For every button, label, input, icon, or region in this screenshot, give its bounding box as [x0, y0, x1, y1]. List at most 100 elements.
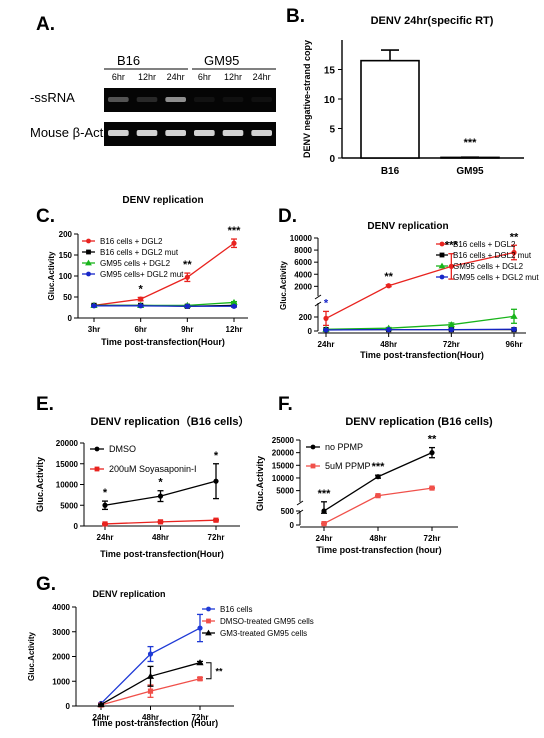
x-tick-label: 72hr [208, 533, 225, 542]
x-axis-title: Time post-transfection(Hour) [100, 549, 224, 559]
gel-band-ssrna [251, 97, 272, 102]
legend-marker [439, 252, 445, 258]
chart-g: DENV replication 0 1000 2000 3000 4000 24hr 48h… [27, 589, 314, 728]
y-tick-label: 500 [281, 507, 295, 516]
data-point [323, 327, 329, 333]
y-tick-label: 6000 [294, 258, 312, 267]
significance-marker: ** [183, 259, 192, 271]
gel-lane-label: 6hr [112, 72, 125, 82]
y-tick-label: 3000 [52, 628, 70, 637]
y-tick-label: 10000 [56, 481, 79, 490]
gel-band-actin [194, 130, 215, 136]
gel-strip-actin [104, 122, 276, 146]
legend-marker [438, 262, 446, 269]
chart-f: DENV replication (B16 cells) 0 500 5000 1000… [255, 416, 493, 555]
chart-title: DENV replication [367, 221, 448, 232]
legend-label: 200uM Soyasaponin-I [109, 464, 197, 474]
significance-marker: *** [228, 225, 242, 237]
x-axis-title: Time post-transfection (hour) [316, 545, 441, 555]
legend-label: 5uM PPMP [325, 461, 371, 471]
y-tick-label: 200 [299, 313, 313, 322]
series-line-2 [325, 315, 515, 330]
legend-label: no PPMP [325, 442, 363, 452]
legend-marker [86, 238, 91, 244]
legend-label: B16 cells [220, 605, 252, 614]
data-point [375, 474, 381, 480]
gel-group-label-b16: B16 [117, 53, 140, 68]
significance-marker: ** [428, 434, 437, 446]
gel-lane-label: 24hr [167, 72, 185, 82]
significance-marker: * [139, 283, 144, 295]
bar-b16 [360, 59, 420, 159]
axis-break-mark [314, 301, 322, 307]
chart-e: DENV replication（B16 cells） 0 5000 10000 150… [35, 415, 249, 559]
gel-lane-label: 12hr [138, 72, 156, 82]
y-tick-label: 15 [324, 66, 336, 77]
y-axis-title: Gluc.Activity [47, 251, 56, 300]
chart-d: DENV replication 0 200 2000 4000 6000 8000 1000… [279, 221, 539, 360]
data-point [146, 672, 155, 679]
legend-marker [86, 271, 91, 277]
legend-label: GM95 cells+ DGL2 mut [100, 270, 184, 279]
y-tick-label: 0 [68, 314, 73, 323]
chart-b: DENV 24hr(specific RT) 0 5 10 15 DENV negativ… [302, 15, 524, 177]
data-point [197, 625, 203, 631]
y-tick-label: 0 [329, 154, 335, 165]
y-tick-label: 150 [59, 251, 73, 260]
x-tick-label: 48hr [380, 340, 397, 349]
significance-marker: * [324, 297, 329, 309]
chart-title: DENV replication [92, 589, 165, 599]
data-point [321, 521, 327, 527]
significance-marker: * [103, 487, 108, 499]
x-axis-title: Time post-transfection(Hour) [101, 337, 225, 347]
axis-break-mark [296, 500, 304, 506]
significance-marker: ** [384, 271, 393, 283]
legend-label: B16 cells + DGL2 [453, 240, 516, 249]
x-tick-label: 3hr [88, 325, 100, 334]
y-tick-label: 15000 [272, 461, 295, 470]
gel-lane-label: 24hr [253, 72, 271, 82]
gel-band-actin [251, 130, 272, 136]
data-point [230, 298, 238, 306]
data-point [448, 327, 454, 333]
y-tick-label: 200 [59, 230, 73, 239]
significance-bracket [206, 662, 212, 680]
data-point [231, 303, 237, 309]
data-point [184, 274, 190, 280]
x-axis-title: Time post-transfection(Hour) [360, 350, 484, 360]
x-tick-label: B16 [381, 166, 400, 177]
gel-band-ssrna [194, 97, 215, 102]
panel-letter-e: E. [36, 394, 54, 415]
significance-marker: ** [215, 667, 223, 677]
data-point [213, 517, 219, 523]
y-tick-label: 5000 [60, 501, 78, 510]
legend-marker [310, 463, 316, 469]
y-tick-label: 10000 [290, 234, 313, 243]
x-tick-label: 48hr [152, 533, 169, 542]
data-point [213, 478, 219, 484]
legend-label: DMSO-treated GM95 cells [220, 617, 314, 626]
gel-row-label-ssrna: -ssRNA [30, 90, 75, 105]
chart-title: DENV replication (B16 cells) [345, 416, 493, 428]
data-point [510, 312, 518, 319]
chart-title: DENV replication（B16 cells） [91, 415, 250, 428]
axis-break-mark [314, 294, 322, 300]
significance-marker: * [158, 477, 163, 489]
gel-band-ssrna [222, 97, 244, 102]
data-point [97, 700, 105, 708]
gel-band-ssrna [108, 97, 129, 102]
y-tick-label: 5000 [276, 487, 294, 496]
y-tick-label: 15000 [56, 460, 79, 469]
chart-c: DENV replication 0 50 100 150 200 3hr 6hr 9hr 12h… [47, 195, 248, 347]
y-tick-label: 2000 [294, 282, 312, 291]
panel-letter-f: F. [278, 394, 293, 415]
gel-panel: B16 GM95 6hr 12hr 24hr 6hr 12hr 24hr -ssRNA M… [30, 53, 276, 146]
data-point [157, 519, 164, 525]
significance-marker: * [214, 450, 219, 462]
data-point [184, 303, 190, 309]
panel-letter-d: D. [278, 206, 297, 227]
significance-marker: *** [445, 240, 459, 252]
legend-marker [310, 444, 316, 450]
panel-letter-a: A. [36, 14, 55, 35]
x-tick-label: 6hr [134, 325, 146, 334]
